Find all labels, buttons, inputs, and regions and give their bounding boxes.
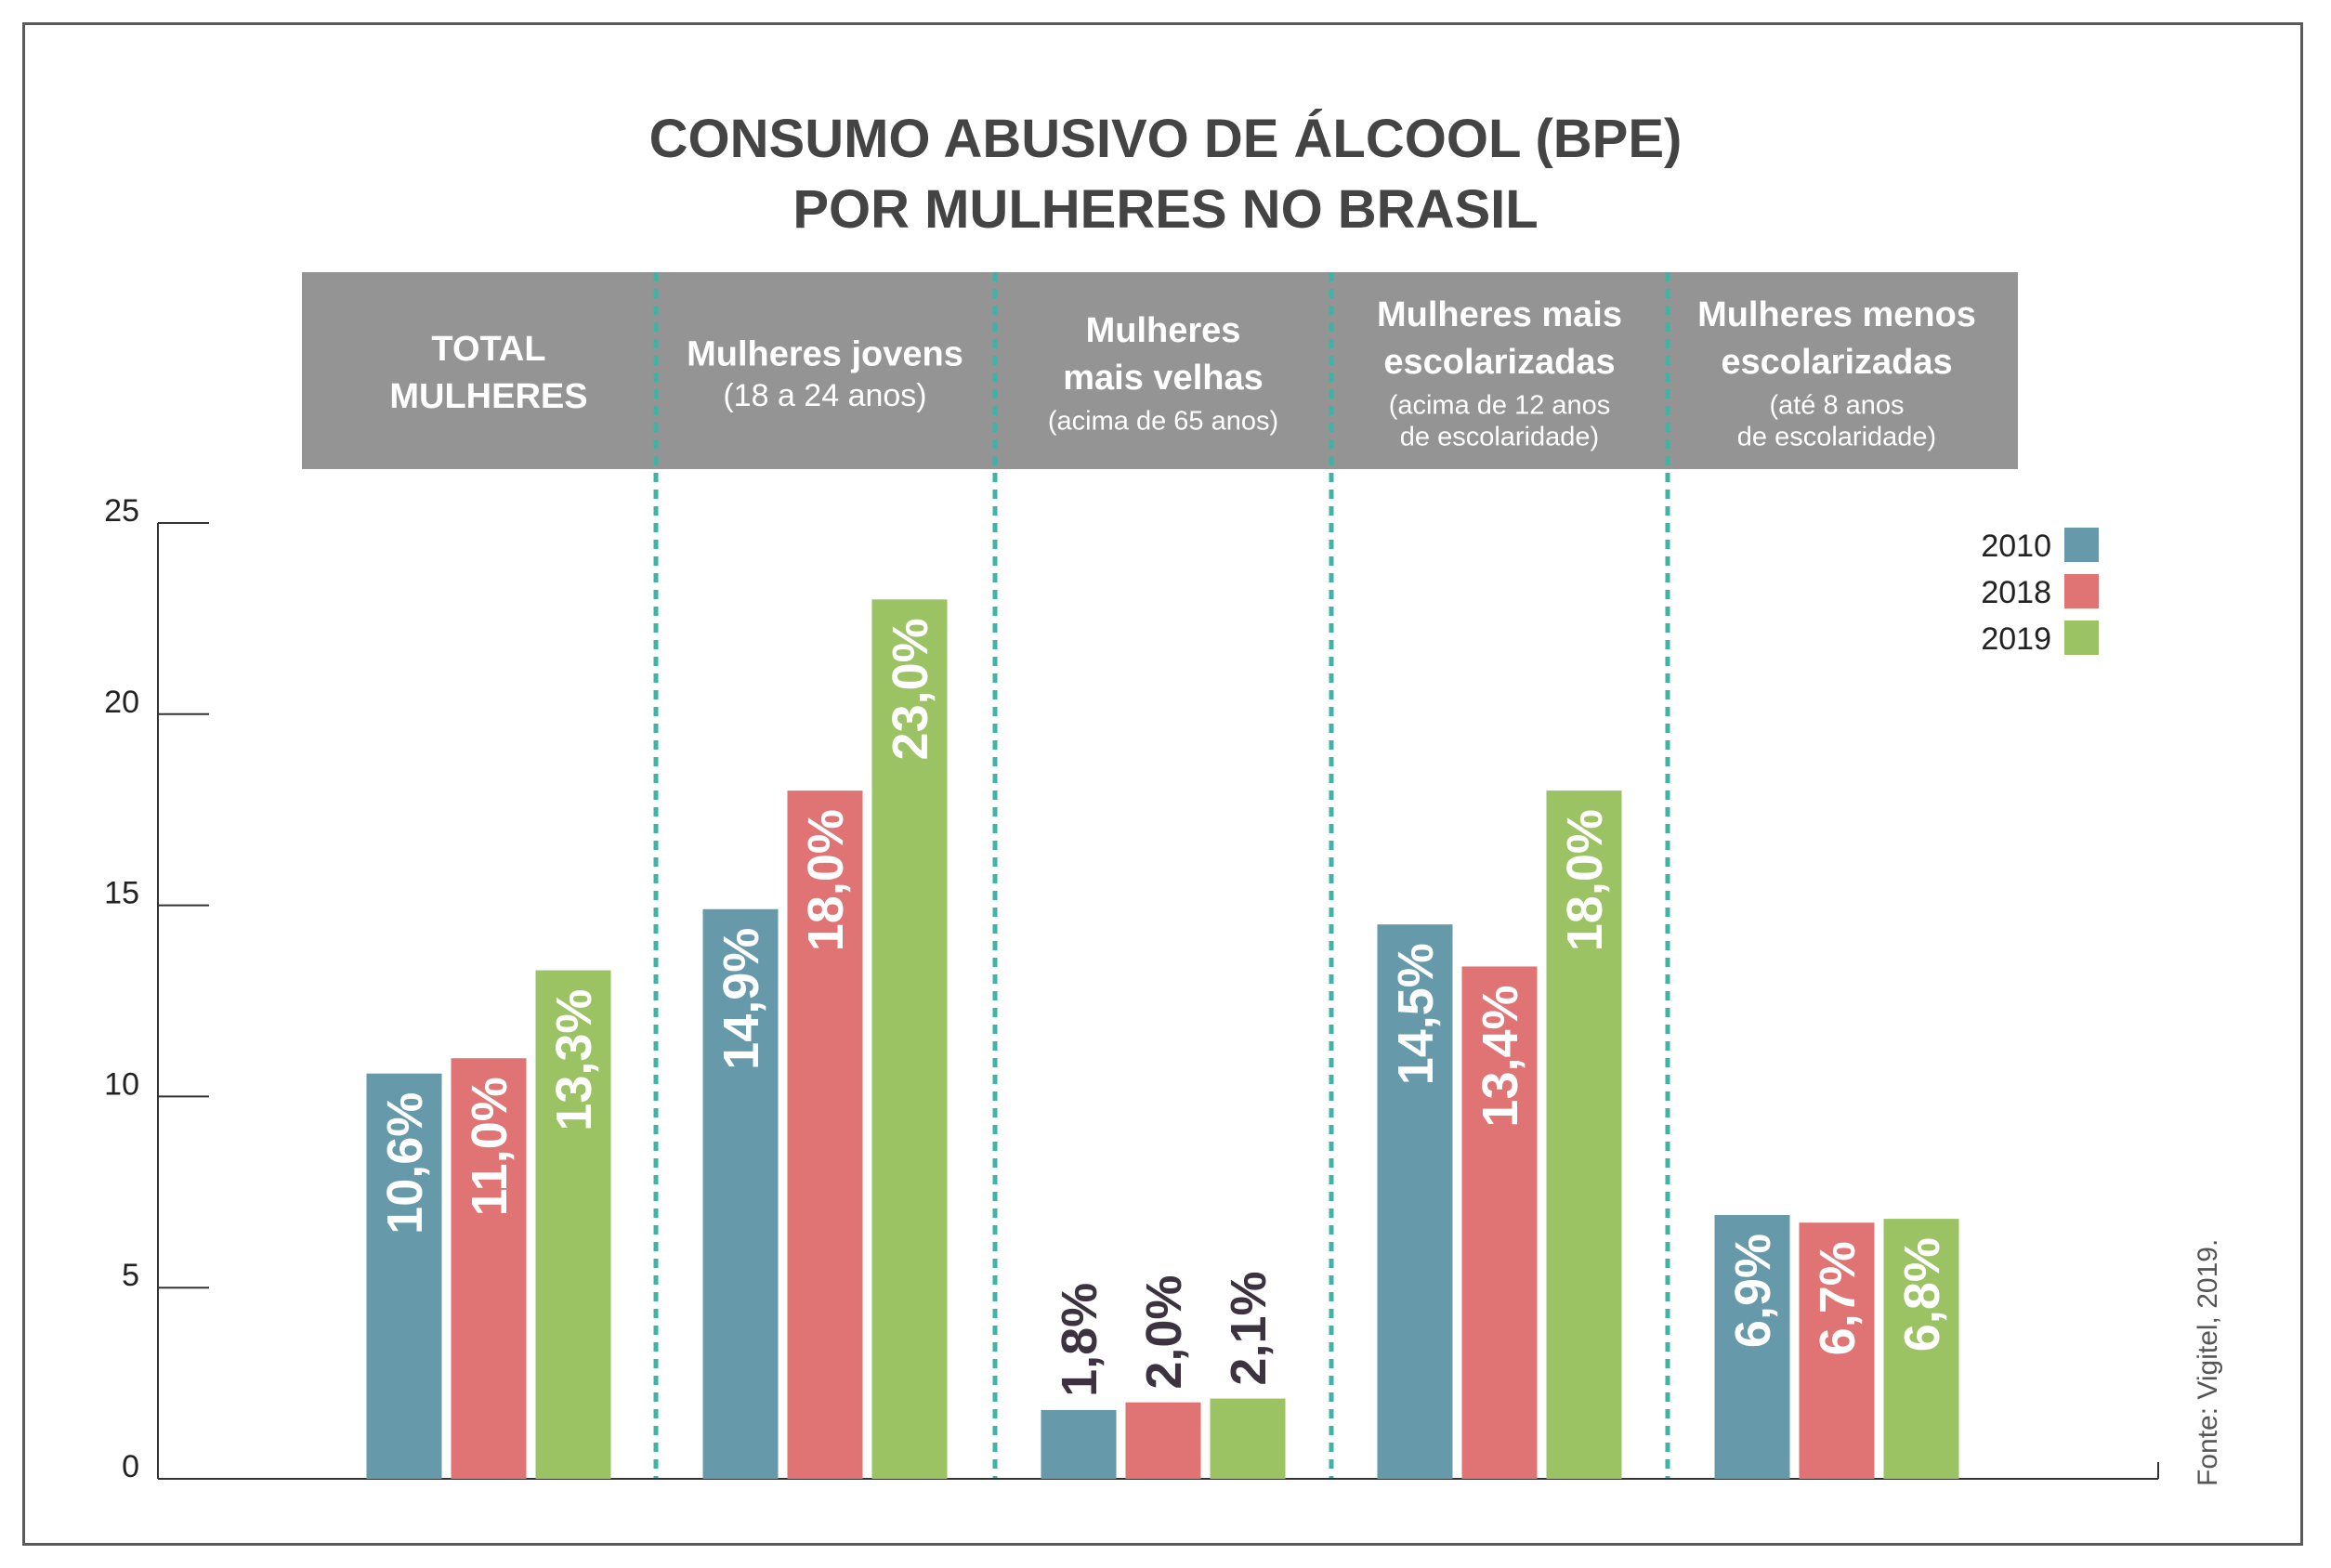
bar-2019: [1210, 1398, 1286, 1479]
category-header-subline: (acima de 65 anos): [1048, 407, 1278, 437]
bar-value-label: 23,0%: [883, 618, 938, 760]
category-header-line: Mulheres: [1086, 311, 1241, 350]
category-header-line: TOTAL: [431, 330, 545, 369]
bar-2010: [1714, 1214, 1790, 1479]
source-note: Fonte: Vigitel, 2019.: [2193, 1238, 2223, 1486]
category-header-subline: (até 8 anos: [1769, 391, 1904, 421]
bar-value-label: 6,8%: [1894, 1237, 1950, 1352]
bar-value-label: 1,8%: [1052, 1283, 1107, 1397]
bar-value-label: 14,5%: [1388, 943, 1444, 1085]
bar-2019: [1883, 1219, 1959, 1479]
legend-label-2018: 2018: [1981, 575, 2051, 610]
category-header-line: mais velhas: [1063, 359, 1263, 398]
legend-swatch-2018: [2064, 574, 2099, 608]
header-band: [302, 272, 2018, 469]
bar-value-label: 2,1%: [1221, 1271, 1277, 1385]
bar-2018: [451, 1058, 527, 1479]
y-tick-label: 15: [104, 876, 139, 911]
category-header-line: Mulheres menos: [1697, 295, 1976, 334]
bar-value-label: 10,6%: [377, 1092, 433, 1235]
bar-2018: [1125, 1402, 1201, 1479]
chart-title-line-2: POR MULHERES NO BRASIL: [792, 179, 1539, 240]
bar-2019: [535, 970, 611, 1479]
legend-label-2019: 2019: [1981, 621, 2051, 657]
chart-title-line-1: CONSUMO ABUSIVO DE ÁLCOOL (BPE): [648, 109, 1683, 169]
y-tick-label: 20: [104, 685, 139, 720]
chart-frame: [22, 22, 2303, 1546]
bar-value-label: 14,9%: [714, 928, 769, 1070]
category-header-line: Mulheres mais: [1377, 295, 1622, 334]
bar-value-label: 18,0%: [798, 809, 854, 951]
y-tick-label: 25: [104, 493, 139, 529]
bar-value-label: 6,9%: [1725, 1234, 1781, 1348]
bar-2010: [1377, 924, 1453, 1479]
legend-swatch-2010: [2064, 528, 2099, 562]
bar-value-label: 6,7%: [1810, 1241, 1866, 1355]
category-header-line: escolarizadas: [1721, 343, 1952, 382]
category-header-subline: (acima de 12 anos: [1389, 391, 1611, 421]
bar-2019: [871, 599, 948, 1479]
bar-value-label: 18,0%: [1557, 809, 1613, 951]
legend-label-2010: 2010: [1981, 529, 2051, 564]
bar-2010: [1041, 1409, 1117, 1479]
legend-swatch-2019: [2064, 621, 2099, 655]
category-header-line: escolarizadas: [1383, 343, 1615, 382]
bar-value-label: 13,4%: [1473, 985, 1528, 1127]
bar-2018: [787, 791, 863, 1479]
category-header-subline: (18 a 24 anos): [723, 378, 926, 413]
bar-2010: [702, 908, 779, 1479]
category-header-subline: de escolaridade): [1737, 423, 1936, 452]
chart-title: CONSUMO ABUSIVO DE ÁLCOOL (BPE) POR MULH…: [0, 104, 2331, 245]
category-header-subline: de escolaridade): [1400, 423, 1599, 452]
bar-value-label: 11,0%: [462, 1077, 517, 1216]
bar-2019: [1546, 791, 1622, 1479]
bar-2018: [1799, 1222, 1875, 1479]
bar-2018: [1461, 966, 1538, 1479]
y-tick-label: 10: [104, 1066, 139, 1102]
category-header-line: Mulheres jovens: [687, 334, 963, 373]
bar-2010: [366, 1073, 442, 1479]
category-header-line: MULHERES: [389, 377, 587, 416]
y-tick-label: 5: [122, 1258, 139, 1293]
y-tick-label: 0: [122, 1449, 139, 1484]
bar-value-label: 13,3%: [546, 989, 602, 1131]
bar-value-label: 2,0%: [1136, 1275, 1192, 1390]
